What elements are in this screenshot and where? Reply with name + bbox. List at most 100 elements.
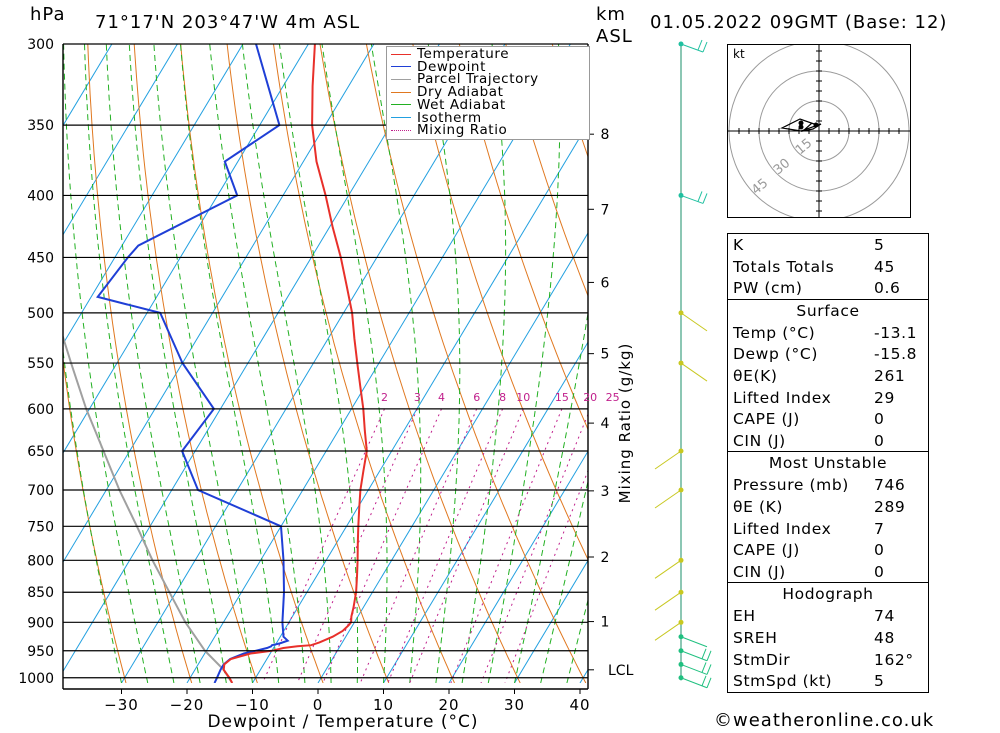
legend-item: Temperature bbox=[391, 46, 510, 62]
hodograph-marker bbox=[798, 124, 804, 130]
stats-panel: K 5 Totals Totals 45 PW (cm) 0.6 Surface Temp… bbox=[727, 233, 929, 693]
temperature-profile bbox=[222, 44, 368, 683]
height-tick-label: 4 bbox=[601, 416, 610, 432]
stats-label: CIN (J) bbox=[733, 431, 786, 450]
mixing-ratio-label: 2 bbox=[381, 391, 388, 404]
wind-barb-shaft bbox=[680, 636, 708, 648]
wet-adiabat-line bbox=[321, 44, 388, 683]
legend-item: Parcel Trajectory bbox=[391, 73, 539, 86]
wind-barb-shaft bbox=[654, 489, 682, 509]
stats-label: Pressure (mb) bbox=[733, 476, 849, 495]
stats-label: CAPE (J) bbox=[733, 410, 800, 429]
wind-barb-shaft bbox=[680, 650, 708, 662]
wet-adiabat-line bbox=[63, 44, 149, 683]
height-tick-label: 1 bbox=[601, 615, 610, 631]
legend-label: Temperature bbox=[417, 46, 510, 62]
legend-swatch bbox=[391, 78, 411, 80]
wind-barb-flag bbox=[697, 191, 703, 202]
pressure-tick-label: 600 bbox=[27, 402, 54, 418]
stats-row: Pressure (mb) 746 bbox=[728, 474, 928, 496]
isotherm-line bbox=[63, 44, 244, 345]
wet-adiabat-line bbox=[180, 44, 280, 683]
x-tick-label: −30 bbox=[104, 696, 139, 714]
mixing-ratio-label: 10 bbox=[516, 391, 530, 404]
mixing-ratio-label: 8 bbox=[499, 391, 506, 404]
dry-adiabat-line bbox=[924, 44, 1000, 683]
stats-row: CAPE (J) 0 bbox=[728, 408, 928, 430]
stats-row: CIN (J) 0 bbox=[728, 561, 928, 583]
stats-row: StmDir 162° bbox=[728, 649, 928, 671]
wind-barb-flag bbox=[706, 650, 712, 661]
pressure-tick-label: 300 bbox=[27, 37, 54, 53]
hodograph-unit: kt bbox=[733, 47, 745, 61]
stats-label: PW (cm) bbox=[733, 279, 803, 298]
legend-item: Wet Adiabat bbox=[391, 96, 506, 113]
wet-adiabat-line bbox=[566, 597, 588, 683]
stats-value: 29 bbox=[874, 388, 895, 407]
wind-barb-shaft bbox=[680, 194, 704, 204]
stats-row: StmSpd (kt) 5 bbox=[728, 670, 928, 692]
stats-label: EH bbox=[733, 607, 756, 626]
legend-label: Dewpoint bbox=[417, 58, 486, 75]
pressure-tick-label: 350 bbox=[27, 118, 54, 134]
mixing-ratio-line bbox=[359, 408, 478, 683]
copyright-symbol: © bbox=[714, 710, 733, 731]
legend-label: Parcel Trajectory bbox=[417, 71, 539, 88]
wind-barb-shaft bbox=[654, 559, 682, 579]
legend-label: Dry Adiabat bbox=[417, 84, 504, 101]
stats-value: 746 bbox=[874, 476, 906, 495]
wet-adiabat-line bbox=[278, 44, 359, 683]
dry-adiabat-line bbox=[412, 44, 588, 561]
stats-value: 5 bbox=[874, 672, 885, 691]
stats-value: -15.8 bbox=[874, 345, 918, 364]
height-tick-label: 3 bbox=[601, 484, 610, 500]
hodograph-marker bbox=[813, 122, 819, 128]
height-tick-label: 5 bbox=[601, 347, 610, 363]
mixing-ratio-line bbox=[387, 408, 504, 683]
wind-barb-flag bbox=[701, 675, 707, 686]
stats-label: Totals Totals bbox=[733, 257, 835, 276]
stats-row: PW (cm) 0.6 bbox=[728, 277, 928, 299]
pressure-unit: hPa bbox=[30, 4, 66, 25]
stats-row: EH 74 bbox=[728, 605, 928, 627]
x-tick-label: 10 bbox=[373, 696, 394, 714]
wind-barb-shaft bbox=[654, 591, 682, 611]
stats-value: 45 bbox=[874, 257, 895, 276]
dry-adiabat-line bbox=[970, 44, 1000, 683]
pressure-tick-label: 500 bbox=[27, 306, 54, 322]
wind-barb-flag bbox=[701, 662, 707, 673]
legend-item: Dry Adiabat bbox=[391, 84, 504, 101]
mixing-ratio-line bbox=[322, 408, 442, 683]
hodograph-ring-label: 45 bbox=[749, 176, 771, 198]
most-unstable-title: Most Unstable bbox=[768, 454, 888, 473]
wet-adiabat-line bbox=[153, 44, 253, 683]
stats-value: 162° bbox=[874, 650, 914, 669]
most-unstable-section: Most Unstable Pressure (mb) 746 θE (K) 289 L… bbox=[728, 451, 928, 582]
wet-adiabat-line bbox=[84, 44, 175, 683]
wind-barb-shaft bbox=[654, 450, 682, 470]
pressure-tick-label: 450 bbox=[27, 250, 54, 266]
wind-barb-flag bbox=[702, 41, 708, 53]
wind-barb-shaft bbox=[680, 677, 708, 689]
hodograph-trace bbox=[780, 118, 822, 133]
stats-value: 74 bbox=[874, 607, 895, 626]
height-unit-km: km bbox=[596, 4, 626, 25]
location-title: 71°17'N 203°47'W 4m ASL bbox=[95, 12, 361, 33]
wind-barb-shaft bbox=[680, 312, 708, 332]
wind-barb-shaft bbox=[654, 621, 682, 641]
stats-row: SREH 48 bbox=[728, 627, 928, 649]
wind-barb-shaft bbox=[680, 43, 704, 53]
pressure-tick-label: 850 bbox=[27, 585, 54, 601]
wind-barb-shaft bbox=[680, 362, 708, 382]
x-tick-label: −10 bbox=[235, 696, 270, 714]
stats-row: Temp (°C) -13.1 bbox=[728, 322, 928, 344]
legend-swatch bbox=[391, 129, 411, 131]
pressure-tick-label: 750 bbox=[27, 519, 54, 535]
footer-credit: ©weatheronline.co.uk bbox=[714, 712, 934, 730]
legend-label: Wet Adiabat bbox=[417, 96, 506, 113]
wind-barb-flag bbox=[697, 39, 703, 51]
dry-adiabat-line bbox=[226, 44, 390, 683]
stats-value: 289 bbox=[874, 497, 906, 516]
legend-item: Mixing Ratio bbox=[391, 123, 507, 137]
